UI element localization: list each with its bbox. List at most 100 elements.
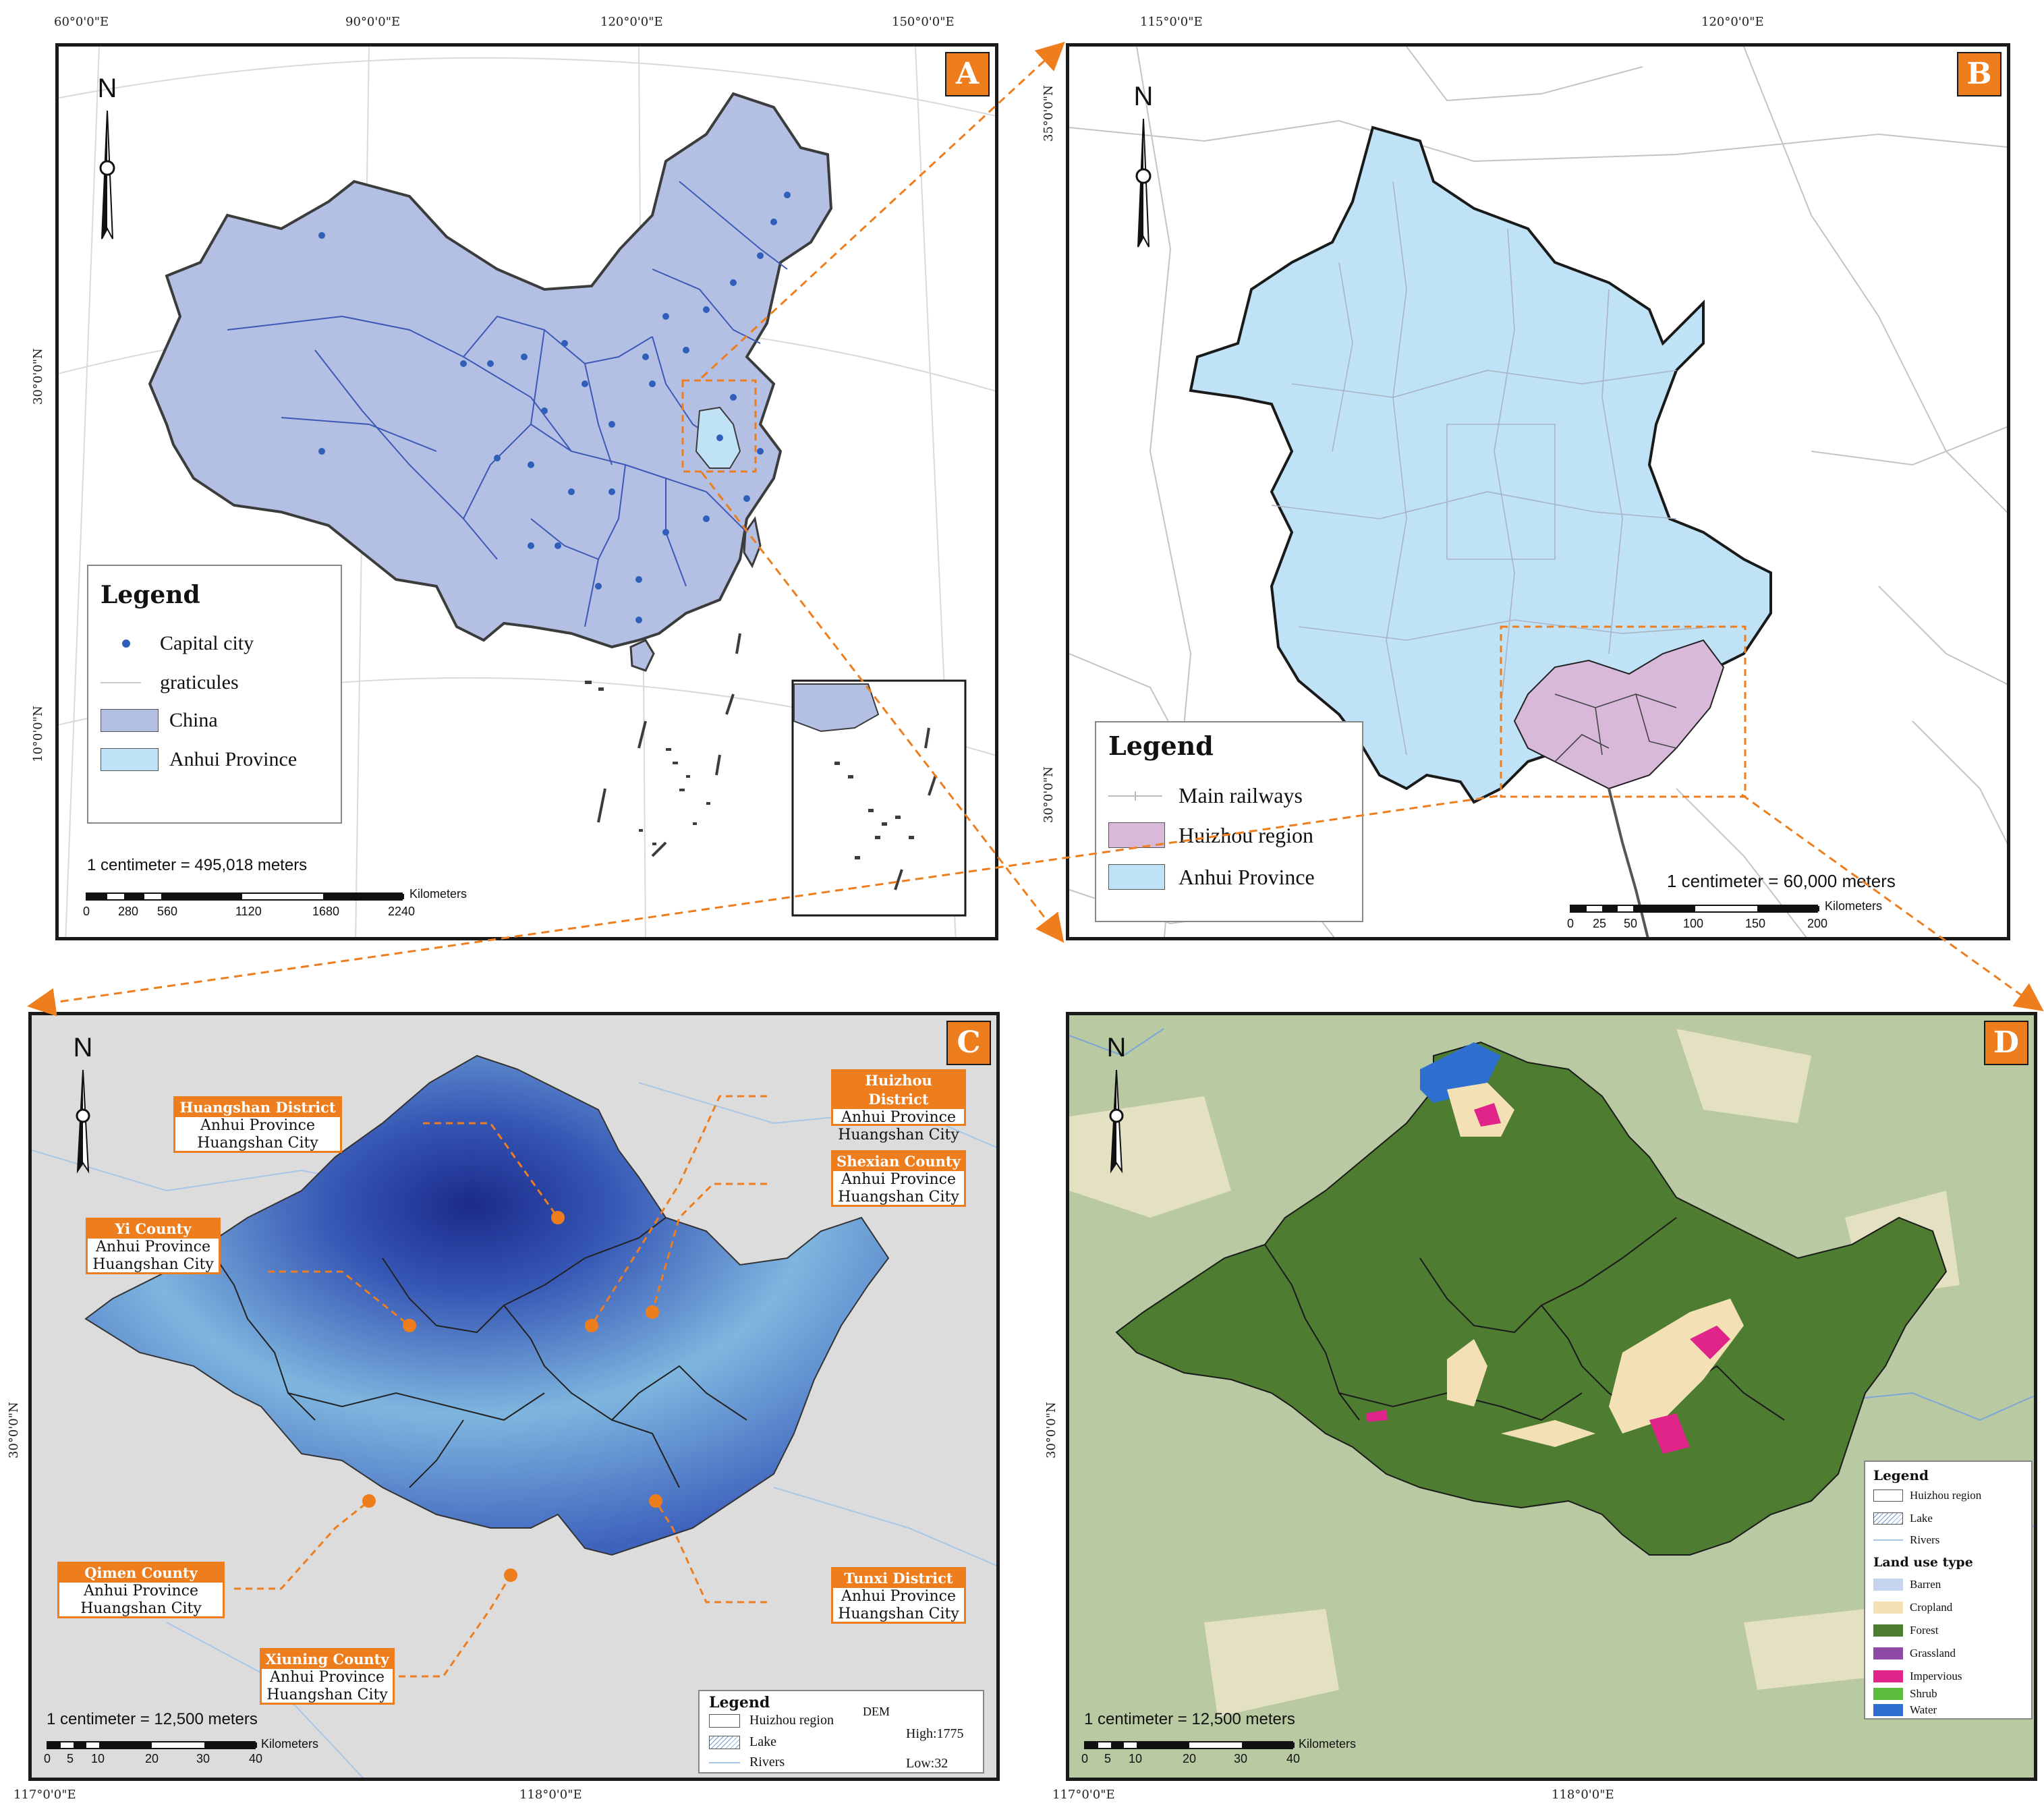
scale-bar (47, 1741, 257, 1749)
scale-number: 20 (145, 1752, 159, 1765)
china-outline (148, 92, 833, 649)
huizhou-swatch (1108, 822, 1165, 848)
north-label: N (1133, 82, 1154, 111)
callout-huizhou-district: Huizhou District Anhui Province Huangsha… (831, 1069, 966, 1143)
scale-number: 5 (1104, 1752, 1112, 1765)
legend-item-anhui: Anhui Province (101, 748, 297, 771)
legend-label: Forest (1910, 1624, 1939, 1637)
callout-shexian-county: Shexian County Anhui Province Huangshan … (831, 1150, 966, 1207)
dem-title: DEM (863, 1705, 890, 1718)
legend-label: Lake (1910, 1512, 1933, 1525)
legend-label: Rivers (1910, 1533, 1940, 1546)
callout-line: Huangshan City (266, 1686, 388, 1703)
scale-number: 40 (1286, 1752, 1301, 1765)
legend: Legend Huizhou region Lake Rivers Land u… (1864, 1460, 2033, 1720)
legend-item-anhui: Anhui Province (1108, 864, 1315, 890)
legend-label: Shrub (1910, 1687, 1937, 1700)
longitude-label: 118°0'0"E (1552, 1788, 1614, 1802)
scale-ratio: 1 centimeter = 495,018 meters (87, 856, 308, 874)
panel-d-landuse-map: D N Legend Huizhou region Lake Rivers La… (1066, 1012, 2037, 1781)
legend-label: Water (1910, 1703, 1937, 1716)
legend-item-shrub: Shrub (1873, 1687, 1937, 1701)
longitude-label: 90°0'0"E (345, 15, 401, 29)
scale-number: 30 (196, 1752, 210, 1765)
panel-label: A (945, 52, 990, 96)
north-arrow-icon: N (63, 1033, 103, 1188)
river-line-icon (1873, 1539, 1903, 1541)
latitude-label: 30°0'0"N (1044, 1402, 1058, 1458)
huizhou-swatch (1873, 1489, 1903, 1502)
callout-title: Xiuning County (262, 1650, 393, 1669)
huizhou-region-landuse (1115, 1041, 1948, 1556)
north-arrow-icon: N (87, 74, 127, 262)
scale-number: 200 (1807, 917, 1828, 930)
railway-line-icon (1108, 791, 1162, 801)
legend-item-lake: Lake (1873, 1512, 1933, 1525)
callout-line: Huangshan City (838, 1606, 959, 1622)
legend: Legend Huizhou region Lake Rivers DEM Hi… (698, 1690, 984, 1774)
scale-number: 5 (67, 1752, 74, 1765)
dem-high-label: High:1775 (906, 1726, 964, 1741)
legend-label: Rivers (749, 1755, 785, 1769)
scale-number: 30 (1234, 1752, 1248, 1765)
legend-item-water: Water (1873, 1703, 1937, 1717)
callout-huangshan-district: Huangshan District Anhui Province Huangs… (173, 1096, 342, 1153)
china-swatch (101, 709, 159, 732)
forest-swatch (1873, 1624, 1903, 1637)
river-line-icon (709, 1761, 740, 1763)
anhui-swatch (1108, 864, 1165, 890)
scale-number: 1120 (235, 905, 262, 918)
scale-number: 150 (1745, 917, 1766, 930)
callout-title: Huangshan District (175, 1098, 340, 1117)
callout-title: Qimen County (59, 1564, 223, 1583)
legend-title: Legend (709, 1694, 770, 1711)
longitude-label: 115°0'0"E (1140, 15, 1203, 29)
callout-title: Huizhou District (833, 1071, 964, 1109)
scale-number: 280 (118, 905, 139, 918)
legend-item-capital: Capital city (101, 632, 254, 655)
scale-unit: Kilometers (1299, 1737, 1357, 1751)
latitude-label: 10°0'0"N (31, 706, 45, 762)
legend-label: Huizhou region (1179, 822, 1313, 847)
panel-c-dem-map: C N Huangshan District Anhui Province Hu… (28, 1012, 1000, 1781)
legend-label: Anhui Province (169, 748, 297, 770)
legend-title: Legend (101, 581, 200, 609)
scale-number: 100 (1683, 917, 1704, 930)
longitude-label: 120°0'0"E (600, 15, 663, 29)
panel-label: C (946, 1021, 991, 1065)
callout-line: Anhui Province (84, 1583, 198, 1599)
scale-bar (1084, 1741, 1295, 1749)
legend-label: Main railways (1179, 783, 1303, 807)
lake-swatch (1873, 1512, 1903, 1525)
barren-swatch (1873, 1579, 1903, 1591)
landuse-map-graphic (1069, 1028, 2034, 1717)
legend-item-graticules: graticules (101, 671, 239, 694)
legend-item-china: China (101, 709, 218, 732)
callout-line: Anhui Province (96, 1239, 210, 1255)
panel-label: D (1984, 1021, 2028, 1065)
latitude-label: 30°0'0"N (7, 1402, 21, 1458)
callout-line: Huangshan City (197, 1135, 318, 1152)
scale-number: 560 (157, 905, 178, 918)
anhui-swatch (101, 748, 159, 771)
landuse-title: Land use type (1873, 1555, 1973, 1570)
longitude-label: 117°0'0"E (13, 1788, 76, 1802)
scale-unit: Kilometers (261, 1737, 319, 1751)
scale-ratio: 1 centimeter = 12,500 meters (47, 1710, 258, 1728)
callout-line: Anhui Province (841, 1109, 956, 1126)
callout-line: Huangshan City (92, 1256, 214, 1273)
north-arrow-icon: N (1123, 82, 1164, 271)
north-label: N (1106, 1033, 1127, 1062)
scale-number: 0 (44, 1752, 51, 1765)
panel-a-china-map: A N Legend Capital city graticules China… (55, 43, 998, 940)
impervious-swatch (1873, 1670, 1903, 1682)
legend-title: Legend (1873, 1467, 1929, 1483)
legend-item-huizhou: Huizhou region (1108, 822, 1313, 848)
grassland-swatch (1873, 1647, 1903, 1659)
huizhou-region-shape (1513, 639, 1725, 790)
scale-bar (1570, 905, 1819, 913)
north-arrow-icon: N (1096, 1033, 1137, 1188)
callout-line: Anhui Province (841, 1171, 956, 1188)
callout-line: Huangshan City (838, 1189, 959, 1205)
callout-line: Anhui Province (270, 1669, 385, 1686)
